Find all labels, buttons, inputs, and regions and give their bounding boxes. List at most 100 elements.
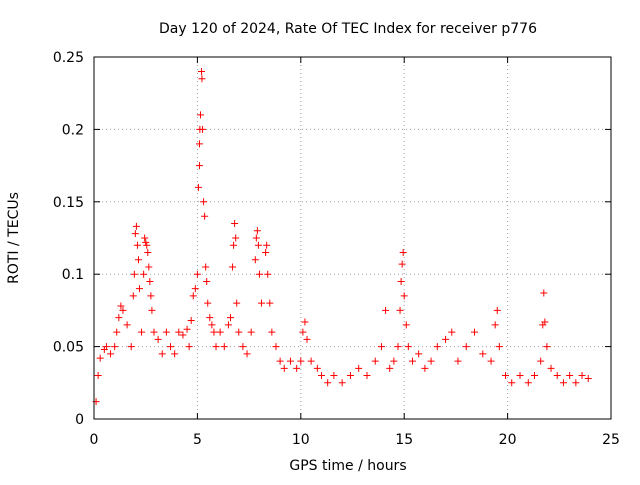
data-point [201, 212, 209, 220]
data-point [324, 379, 332, 387]
x-tick-label: 15 [395, 432, 413, 448]
data-point [400, 292, 408, 300]
data-point [541, 318, 549, 326]
data-point [200, 198, 208, 206]
data-point [297, 357, 305, 365]
grid-lines [94, 57, 611, 419]
data-point [493, 306, 501, 314]
data-point [540, 289, 548, 297]
data-point [179, 331, 187, 339]
data-point [148, 306, 156, 314]
data-point [158, 350, 166, 358]
data-point [133, 241, 141, 249]
data-point [363, 372, 371, 380]
y-tick-label: 0.05 [53, 340, 84, 356]
data-point [572, 379, 580, 387]
data-point [299, 328, 307, 336]
data-point [230, 241, 238, 249]
x-axis-label: GPS time / hours [289, 458, 406, 474]
data-point [427, 357, 435, 365]
data-point [243, 350, 251, 358]
data-point [113, 328, 121, 336]
data-point [537, 357, 545, 365]
data-point [111, 343, 119, 351]
data-point [433, 343, 441, 351]
data-point [96, 354, 104, 362]
data-point [317, 372, 325, 380]
data-point [224, 321, 232, 329]
y-tick-label: 0.15 [53, 195, 84, 211]
data-point [502, 372, 510, 380]
data-point [543, 343, 551, 351]
data-point [208, 321, 216, 329]
data-point [144, 248, 152, 256]
data-point [119, 306, 127, 314]
data-point [102, 343, 110, 351]
data-point [198, 67, 206, 75]
data-point [330, 372, 338, 380]
data-point [338, 379, 346, 387]
x-tick-label: 25 [602, 432, 620, 448]
data-point [212, 343, 220, 351]
data-point [216, 328, 224, 336]
x-tick-label: 0 [90, 432, 99, 448]
data-point [143, 241, 151, 249]
data-point [415, 350, 423, 358]
data-point [286, 357, 294, 365]
data-point [210, 328, 218, 336]
data-point [145, 263, 153, 271]
data-point [135, 285, 143, 293]
data-point [198, 75, 206, 83]
x-tick-label: 20 [499, 432, 517, 448]
data-point [117, 302, 125, 310]
data-point [454, 357, 462, 365]
data-point [194, 183, 202, 191]
data-point [471, 328, 479, 336]
data-point [127, 343, 135, 351]
chart-title: Day 120 of 2024, Rate Of TEC Index for r… [159, 21, 537, 37]
data-point [94, 372, 102, 380]
data-point [263, 241, 271, 249]
data-point [132, 222, 140, 230]
data-point [150, 328, 158, 336]
x-tick-label: 5 [193, 432, 202, 448]
data-point [142, 238, 150, 246]
data-point [578, 372, 586, 380]
data-point [140, 270, 148, 278]
data-point [272, 343, 280, 351]
data-point [239, 343, 247, 351]
data-point [399, 248, 407, 256]
data-point [371, 357, 379, 365]
data-point [487, 357, 495, 365]
data-point [402, 321, 410, 329]
data-point [421, 364, 429, 372]
data-point [404, 343, 412, 351]
data-point [264, 270, 272, 278]
data-point [553, 372, 561, 380]
data-point [307, 357, 315, 365]
data-point [516, 372, 524, 380]
data-point [276, 357, 284, 365]
data-point [508, 379, 516, 387]
data-point [235, 328, 243, 336]
data-point [197, 111, 205, 119]
data-point [268, 328, 276, 336]
data-point [408, 357, 416, 365]
data-point [255, 270, 263, 278]
data-point [202, 263, 210, 271]
data-point [253, 227, 261, 235]
data-point [390, 357, 398, 365]
data-point [396, 306, 404, 314]
data-point [293, 364, 301, 372]
data-point [115, 314, 123, 322]
data-point [129, 292, 137, 300]
data-point [206, 314, 214, 322]
data-point [154, 335, 162, 343]
data-points [92, 67, 592, 406]
data-point [107, 350, 115, 358]
data-point [262, 248, 270, 256]
data-point [247, 328, 255, 336]
data-point [479, 350, 487, 358]
x-tick-label: 10 [292, 432, 310, 448]
